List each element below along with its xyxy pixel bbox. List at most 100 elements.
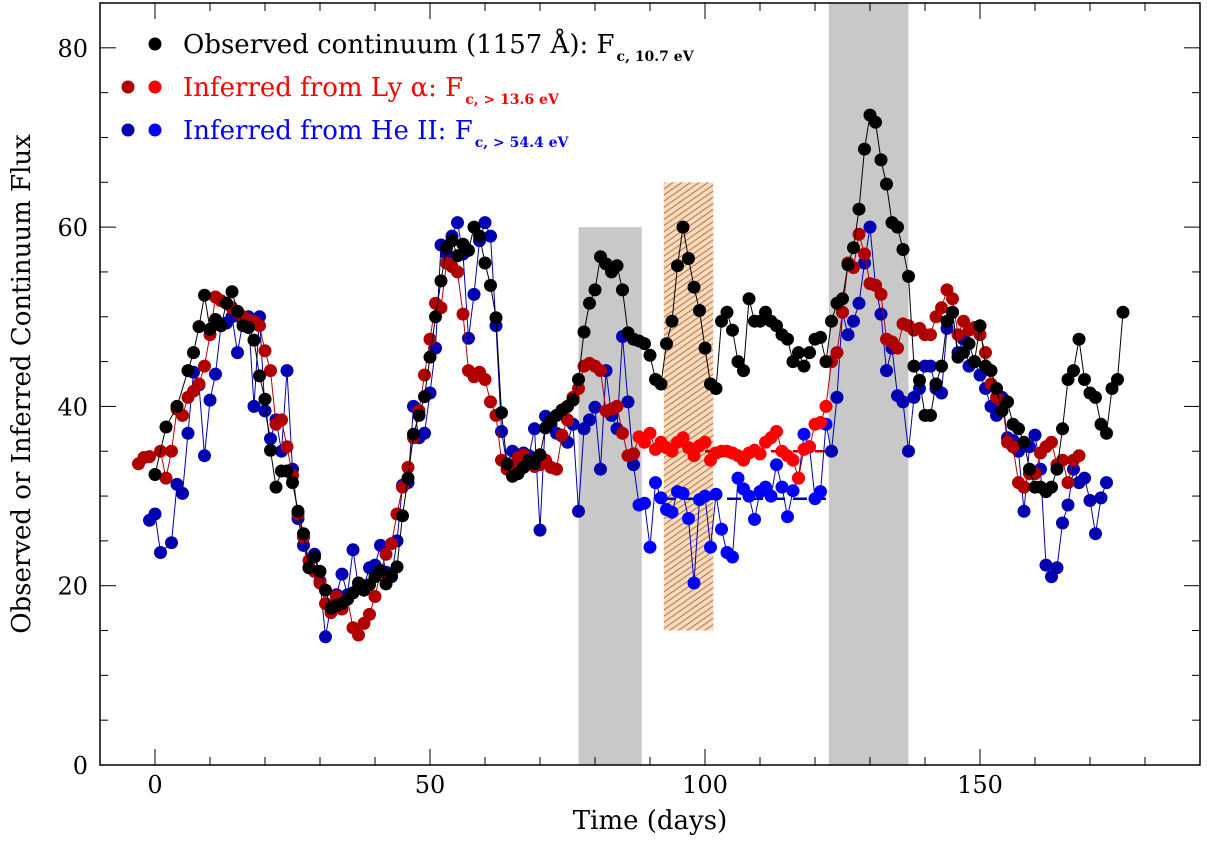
data-point-observed [495, 406, 508, 420]
data-point-observed [869, 115, 882, 129]
series-layer [132, 108, 1130, 644]
data-point-observed [313, 564, 327, 578]
data-point-lya [159, 471, 173, 485]
data-point-heii [148, 507, 162, 521]
data-point-lya [352, 628, 365, 642]
data-point-heii [825, 444, 838, 458]
data-point-lya [368, 590, 382, 603]
data-point-heii [726, 550, 739, 564]
data-point-lya [1017, 480, 1031, 494]
data-point-observed [588, 283, 602, 297]
data-point-observed [1111, 373, 1124, 386]
data-point-lya [946, 292, 959, 306]
data-point-heii [572, 504, 585, 518]
data-point-observed [924, 408, 937, 422]
data-point-observed [929, 377, 943, 391]
data-point-observed [742, 292, 756, 306]
data-point-observed [825, 314, 838, 328]
data-point-observed [214, 319, 228, 333]
data-point-heii [643, 540, 657, 554]
data-point-lya [698, 435, 712, 449]
data-point-heii [841, 328, 855, 342]
data-point-observed [253, 369, 266, 383]
data-point-heii [1028, 428, 1042, 442]
data-point-observed [198, 288, 211, 302]
data-point-observed [896, 243, 910, 256]
data-point-observed [473, 229, 486, 243]
data-point-heii [814, 485, 827, 499]
data-point-observed [583, 296, 596, 310]
data-point-observed [1078, 373, 1091, 386]
data-point-observed [407, 427, 420, 441]
data-point-lya [484, 395, 497, 409]
data-point-observed [973, 319, 987, 333]
data-point-heii [165, 536, 178, 550]
data-point-observed [643, 348, 657, 362]
legend-marker-lya [148, 80, 162, 94]
data-point-observed [792, 346, 805, 360]
data-point-heii [451, 216, 464, 230]
data-point-heii [1017, 504, 1031, 518]
data-point-observed [269, 480, 283, 494]
data-point-observed [693, 304, 706, 317]
data-point-heii [198, 449, 211, 463]
data-point-heii [154, 546, 167, 559]
data-point-heii [698, 489, 712, 503]
data-point-lya [1045, 435, 1058, 449]
data-point-lya [192, 377, 206, 391]
data-point-lya [561, 413, 574, 427]
data-point-observed [841, 258, 855, 272]
data-point-observed [1001, 395, 1014, 409]
data-point-lya [418, 368, 431, 382]
data-point-observed [291, 504, 305, 518]
data-point-lya [924, 328, 937, 342]
data-point-heii [902, 444, 915, 458]
data-point-lya [451, 265, 464, 279]
data-point-lya [258, 344, 272, 358]
data-point-observed [308, 550, 321, 564]
data-point-heii [654, 491, 668, 505]
data-point-lya [143, 450, 156, 464]
data-point-observed [297, 527, 310, 541]
data-point-lya [165, 444, 178, 458]
data-point-observed [445, 234, 459, 248]
data-point-heii [1083, 494, 1097, 507]
data-point-heii [858, 256, 871, 270]
data-point-observed [819, 355, 833, 369]
data-point-observed [192, 320, 206, 334]
data-point-heii [1039, 558, 1053, 572]
data-point-lya [1006, 440, 1020, 454]
y-tick-label: 80 [57, 35, 88, 63]
data-point-heii [258, 404, 272, 418]
data-point-observed [302, 561, 316, 575]
data-point-observed [247, 333, 261, 347]
data-point-observed [874, 153, 888, 167]
y-axis-title: Observed or Inferred Continuum Flux [7, 134, 37, 634]
data-point-observed [429, 310, 442, 324]
data-point-observed [478, 256, 492, 270]
data-point-observed [225, 285, 239, 299]
data-point-observed [852, 202, 866, 216]
data-point-observed [577, 325, 591, 339]
data-point-heii [880, 364, 893, 378]
data-point-heii [797, 427, 811, 441]
data-point-lya [643, 426, 657, 440]
data-point-lya [830, 346, 844, 360]
x-tick-label: 100 [682, 771, 728, 799]
data-point-heii [335, 567, 349, 581]
data-point-observed [203, 322, 217, 336]
data-point-heii [319, 630, 332, 644]
data-point-heii [781, 510, 794, 524]
data-point-observed [1050, 462, 1064, 476]
data-point-observed [231, 304, 244, 318]
y-tick-label: 40 [57, 393, 88, 421]
data-point-observed [1089, 390, 1102, 404]
data-point-observed [797, 359, 811, 373]
data-point-heii [896, 395, 910, 409]
legend-marker-heii [148, 123, 162, 137]
data-point-observed [566, 393, 580, 407]
data-point-lya [401, 460, 415, 474]
